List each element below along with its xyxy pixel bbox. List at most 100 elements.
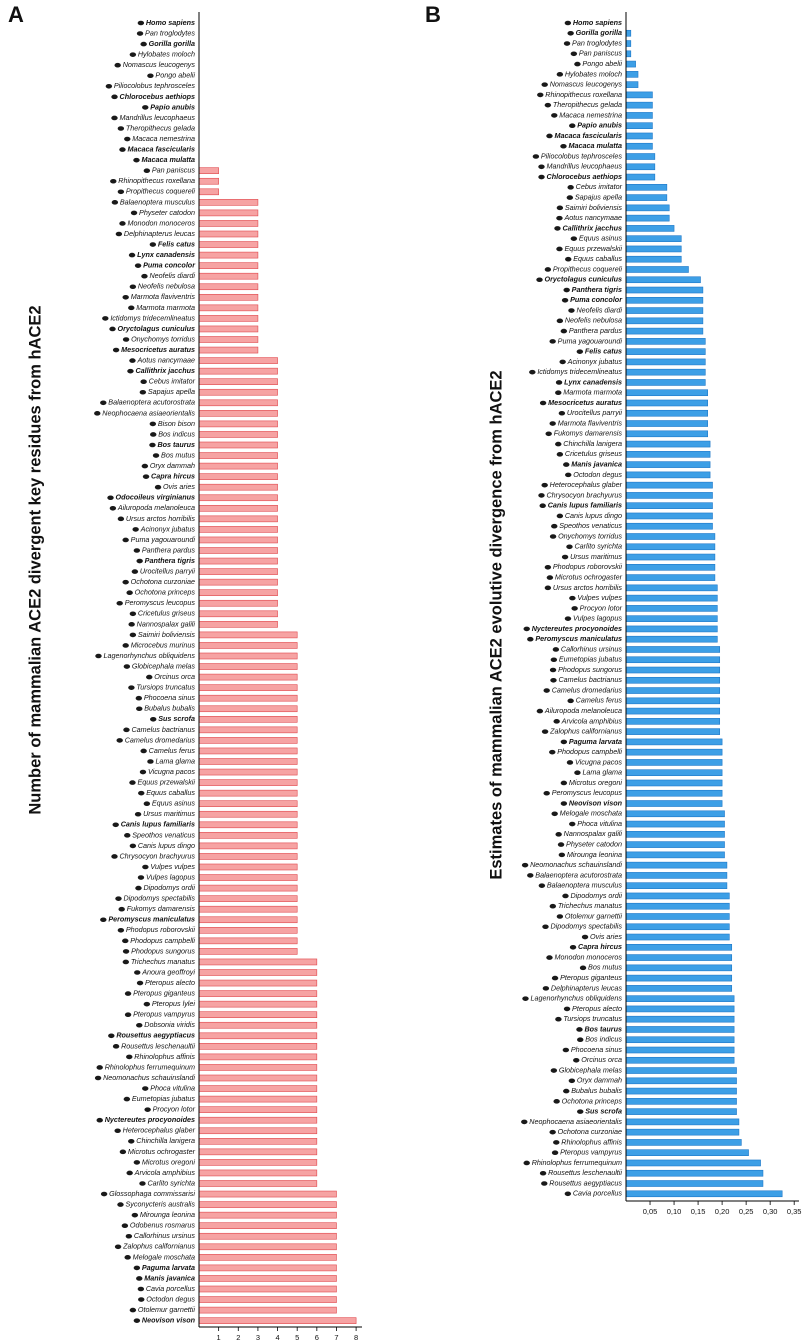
species-icon [143,168,151,173]
species-icon [137,875,145,880]
category-label: Hylobates moloch [565,69,622,78]
species-icon [109,506,117,511]
bar [625,327,704,335]
category-label: Pteropus alecto [572,1004,622,1013]
bar [625,91,653,99]
species-icon [128,1139,135,1144]
bar [198,1021,318,1029]
category-label: Callorhinus ursinus [134,1231,196,1240]
species-icon [567,698,574,704]
species-icon [573,1057,580,1063]
species-icon [541,1181,548,1186]
bar [625,882,728,889]
category-label: Bos indicus [585,1035,622,1044]
category-label: Phocoena sinus [144,693,196,702]
bar [198,905,298,913]
species-icon [137,20,145,26]
species-icon [549,1129,556,1135]
bar [198,1159,318,1166]
species-icon [126,1170,133,1176]
category-label: Rhinolophus ferrumequinum [105,1062,195,1071]
category-label: Macaca fascicularis [127,145,195,154]
bar [625,122,653,129]
species-icon [127,368,134,374]
bar [198,1000,318,1008]
bar [625,564,716,571]
category-label: Phoca vitulina [577,819,622,828]
category-label: Chlorocebus aethiops [547,172,622,181]
bar [625,851,725,859]
category-label: Equus caballus [573,254,622,263]
bar [625,1108,737,1115]
species-icon [139,769,147,775]
species-icon [138,790,145,796]
category-label: Rhinolophus affinis [134,1052,195,1061]
bar [198,1074,318,1082]
category-label: Camelus bactrianus [131,725,195,734]
bar [198,884,298,892]
species-icon [555,380,563,385]
species-icon [115,896,122,901]
category-label: Camelus dromedarius [125,735,196,744]
species-icon [146,674,153,680]
bar [625,954,733,961]
species-icon [563,462,570,467]
species-icon [538,883,546,888]
bar [625,974,733,982]
category-label: Arvicola amphibius [134,1168,196,1177]
bar [625,235,682,242]
bar [625,748,723,756]
category-label: Pan paniscus [579,49,623,58]
bar [625,266,689,273]
species-icon [117,1202,124,1207]
species-icon [546,955,553,960]
category-label: Lynx canadensis [564,377,622,386]
species-icon [554,226,561,231]
bar [198,483,278,491]
species-icon [555,441,562,447]
category-label: Lama glama [155,756,195,765]
species-icon [142,474,150,479]
bar [198,863,298,871]
category-label: Melogale moschata [133,1252,195,1261]
species-icon [566,195,574,200]
species-icon [134,263,142,268]
species-icon [122,959,130,965]
bar [625,533,716,540]
bar [198,1306,337,1314]
species-icon [116,738,123,743]
category-label: Cricetulus griseus [138,609,196,618]
species-icon [560,801,568,806]
bar [198,1296,337,1303]
category-label: Phodopus sungorus [558,665,622,674]
category-label: Neofelis nebulosa [138,282,195,291]
bar [625,1077,737,1085]
species-icon [561,554,569,560]
species-icon [110,178,117,184]
species-icon [563,1006,571,1012]
category-label: Neophocaena asiaeorientalis [529,1117,622,1126]
category-label: Chinchilla lanigera [563,439,622,448]
category-label: Cavia porcellus [146,1284,196,1293]
category-label: Odobenus rosmarus [130,1221,196,1230]
category-label: Microtus oregoni [142,1157,196,1166]
species-icon [130,210,138,216]
category-label: Speothos venaticus [559,521,622,530]
species-icon [123,664,131,669]
category-label: Hylobates moloch [138,50,195,59]
category-label: Equus asinus [152,799,196,808]
species-icon [569,945,577,950]
category-label: Chinchilla lanigera [136,1136,195,1145]
category-label: Pongo abelii [155,71,195,80]
species-icon [556,72,564,77]
bar [198,589,278,597]
species-icon [112,347,120,353]
species-icon [569,123,576,128]
bar [198,452,278,459]
category-label: Manis javanica [571,460,622,469]
species-icon [570,51,578,57]
species-icon [149,242,157,247]
category-label: Physeter catodon [139,208,195,217]
species-icon [527,873,534,878]
x-tick-label: 8 [354,1333,358,1341]
